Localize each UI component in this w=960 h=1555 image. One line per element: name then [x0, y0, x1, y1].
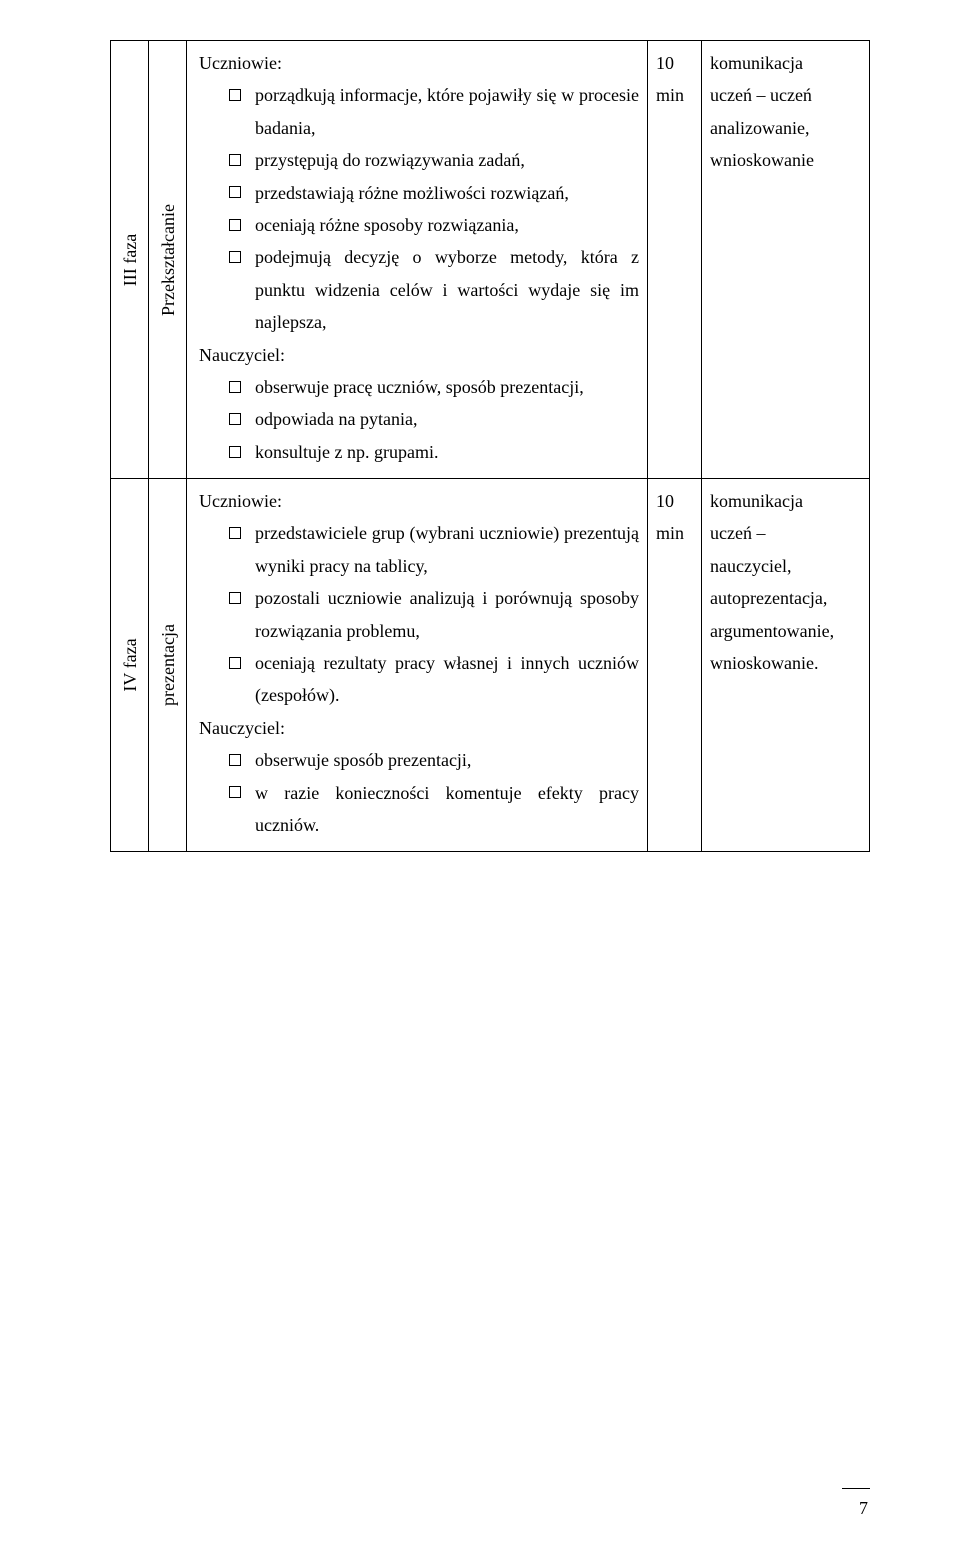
time-value: 10	[656, 47, 693, 79]
phase-col1: III faza	[111, 41, 149, 479]
table-row: IV faza prezentacja Uczniowie: przedstaw…	[111, 479, 870, 852]
list-item: obserwuje pracę uczniów, sposób prezenta…	[229, 371, 639, 403]
role-heading: Nauczyciel:	[195, 712, 639, 744]
competence-line: uczeń – uczeń	[710, 79, 861, 111]
list-item: oceniają rezultaty pracy własnej i innyc…	[229, 647, 639, 712]
competence-line: komunikacja	[710, 47, 861, 79]
list-item: porządkują informacje, które pojawiły si…	[229, 79, 639, 144]
time-unit: min	[656, 79, 693, 111]
page-number: 7	[859, 1498, 868, 1519]
bullet-list: obserwuje sposób prezentacji, w razie ko…	[195, 744, 639, 841]
competence-cell: komunikacja uczeń – nauczyciel, autoprez…	[702, 479, 870, 852]
phase-label: III faza	[113, 233, 145, 285]
competence-line: wnioskowanie.	[710, 647, 861, 679]
bullet-list: porządkują informacje, które pojawiły si…	[195, 79, 639, 338]
time-unit: min	[656, 517, 693, 549]
lesson-table: III faza Przekształcanie Uczniowie: porz…	[110, 40, 870, 852]
content-cell: Uczniowie: przedstawiciele grup (wybrani…	[187, 479, 648, 852]
competence-line: komunikacja	[710, 485, 861, 517]
phase-col2: prezentacja	[149, 479, 187, 852]
bullet-list: obserwuje pracę uczniów, sposób prezenta…	[195, 371, 639, 468]
bullet-list: przedstawiciele grup (wybrani uczniowie)…	[195, 517, 639, 711]
role-heading: Nauczyciel:	[195, 339, 639, 371]
role-heading: Uczniowie:	[195, 485, 639, 517]
phase-col1: IV faza	[111, 479, 149, 852]
role-heading: Uczniowie:	[195, 47, 639, 79]
time-cell: 10 min	[648, 479, 702, 852]
list-item: obserwuje sposób prezentacji,	[229, 744, 639, 776]
competence-cell: komunikacja uczeń – uczeń analizowanie, …	[702, 41, 870, 479]
competence-line: nauczyciel,	[710, 550, 861, 582]
list-item: konsultuje z np. grupami.	[229, 436, 639, 468]
time-cell: 10 min	[648, 41, 702, 479]
time-value: 10	[656, 485, 693, 517]
page: III faza Przekształcanie Uczniowie: porz…	[0, 0, 960, 1555]
phase-sublabel: prezentacja	[151, 624, 183, 706]
competence-line: wnioskowanie	[710, 144, 861, 176]
competence-line: argumentowanie,	[710, 615, 861, 647]
phase-sublabel: Przekształcanie	[151, 204, 183, 316]
list-item: przystępują do rozwiązywania zadań,	[229, 144, 639, 176]
competence-line: uczeń –	[710, 517, 861, 549]
list-item: przedstawiają różne możliwości rozwiązań…	[229, 177, 639, 209]
table-row: III faza Przekształcanie Uczniowie: porz…	[111, 41, 870, 479]
content-cell: Uczniowie: porządkują informacje, które …	[187, 41, 648, 479]
list-item: odpowiada na pytania,	[229, 403, 639, 435]
list-item: w razie konieczności komentuje efekty pr…	[229, 777, 639, 842]
list-item: przedstawiciele grup (wybrani uczniowie)…	[229, 517, 639, 582]
phase-label: IV faza	[113, 639, 145, 692]
competence-line: analizowanie,	[710, 112, 861, 144]
competence-line: autoprezentacja,	[710, 582, 861, 614]
list-item: pozostali uczniowie analizują i porównuj…	[229, 582, 639, 647]
phase-col2: Przekształcanie	[149, 41, 187, 479]
list-item: podejmują decyzję o wyborze metody, któr…	[229, 241, 639, 338]
list-item: oceniają różne sposoby rozwiązania,	[229, 209, 639, 241]
